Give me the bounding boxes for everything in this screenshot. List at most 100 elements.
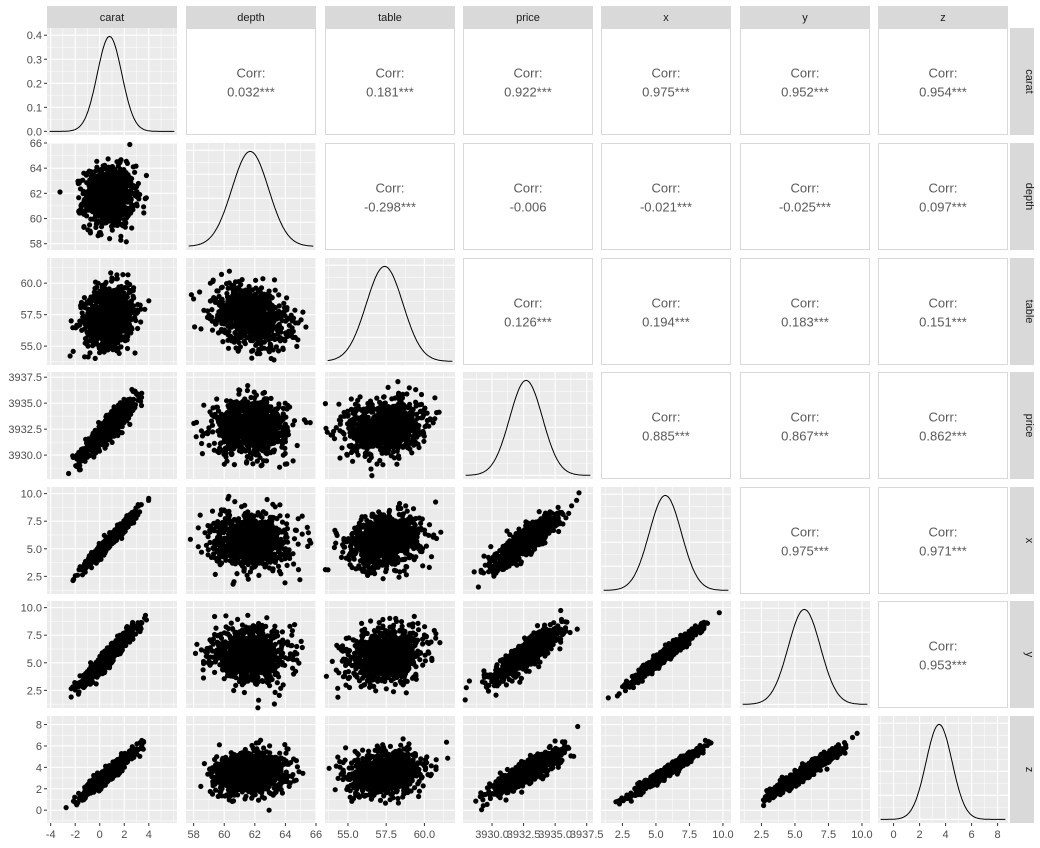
point	[118, 213, 124, 219]
corr-panel-frame	[740, 143, 870, 250]
point	[214, 396, 220, 402]
point	[259, 462, 265, 468]
point	[280, 414, 286, 420]
corr-value-carat-price: 0.922***	[504, 85, 552, 100]
point	[261, 345, 267, 351]
panel-background	[186, 143, 316, 250]
point	[234, 296, 240, 302]
corr-panel-frame	[325, 28, 455, 135]
point	[80, 446, 86, 452]
point	[238, 404, 244, 410]
point	[250, 431, 256, 437]
point	[141, 210, 147, 216]
point	[222, 447, 228, 453]
point	[233, 419, 239, 425]
point	[245, 309, 251, 315]
corr-value-carat-table: 0.181***	[366, 85, 414, 100]
point	[95, 219, 101, 225]
point	[92, 355, 98, 361]
point	[134, 183, 140, 190]
point	[260, 333, 266, 340]
point	[119, 190, 125, 196]
point	[128, 289, 134, 295]
point	[97, 314, 103, 320]
point	[348, 396, 354, 402]
point	[344, 451, 350, 457]
point	[115, 425, 121, 431]
point	[86, 315, 92, 321]
point	[138, 306, 144, 312]
point	[268, 325, 274, 331]
point	[81, 224, 87, 230]
point	[193, 419, 200, 425]
point	[225, 294, 231, 300]
point	[277, 335, 283, 341]
point	[245, 413, 252, 419]
corr-value-depth-z: 0.097***	[919, 200, 967, 215]
point	[210, 278, 216, 284]
point	[114, 418, 120, 424]
corr-label: Corr:	[237, 66, 266, 81]
point	[209, 327, 216, 333]
point	[374, 395, 380, 401]
point	[217, 427, 223, 433]
corr-panel-frame	[463, 143, 593, 250]
point	[70, 325, 76, 331]
point	[95, 185, 101, 191]
point	[102, 337, 108, 343]
panel-table-table	[325, 258, 455, 365]
point	[241, 435, 247, 441]
point	[142, 196, 148, 202]
point	[254, 439, 260, 445]
point	[277, 464, 283, 470]
corr-label: Corr:	[791, 181, 820, 196]
point	[282, 450, 288, 457]
point	[199, 433, 206, 439]
point	[255, 418, 261, 424]
point	[128, 330, 134, 336]
point	[100, 184, 106, 190]
point	[271, 277, 278, 283]
point	[84, 180, 90, 186]
point	[231, 431, 237, 437]
point	[292, 307, 298, 313]
point	[191, 296, 197, 302]
point	[126, 302, 132, 309]
panel-price-table	[322, 372, 455, 479]
point	[141, 204, 147, 210]
point	[135, 325, 141, 332]
point	[117, 202, 123, 208]
point	[226, 268, 232, 274]
point	[249, 439, 255, 446]
point	[116, 326, 122, 332]
point	[260, 412, 266, 418]
corr-label: Corr:	[929, 181, 958, 196]
panel-carat-y: Corr:0.952***	[740, 28, 870, 135]
panel-depth-carat	[47, 141, 177, 250]
point	[139, 390, 145, 396]
point	[76, 210, 83, 216]
point	[209, 422, 216, 428]
point	[273, 316, 279, 322]
panel-depth-depth	[186, 143, 317, 250]
corr-value-table-z: 0.151***	[919, 315, 967, 330]
point	[93, 168, 99, 174]
point	[256, 406, 262, 412]
point	[298, 317, 304, 323]
point	[249, 348, 255, 354]
point	[281, 305, 288, 311]
corr-panel-frame	[463, 28, 593, 135]
point	[275, 420, 281, 426]
point	[336, 401, 342, 407]
point	[121, 292, 127, 298]
corr-value-table-price: 0.126***	[504, 315, 552, 330]
point	[322, 401, 328, 407]
point	[120, 403, 126, 409]
corr-value-carat-x: 0.975***	[642, 85, 690, 100]
point	[128, 196, 134, 202]
point	[207, 315, 213, 322]
point	[91, 454, 97, 460]
point	[380, 462, 386, 468]
point	[106, 174, 112, 180]
point	[267, 319, 274, 326]
